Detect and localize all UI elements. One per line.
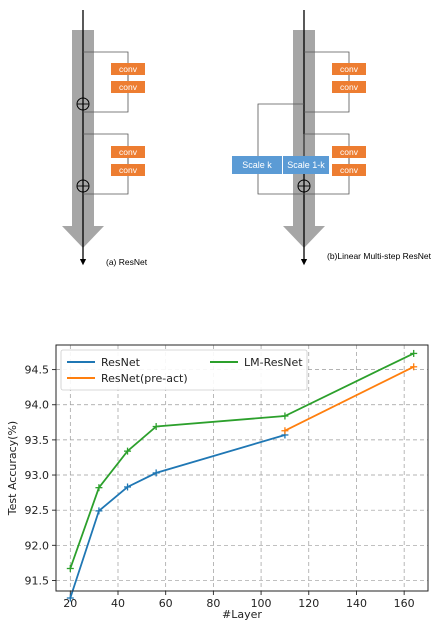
y-tick-label: 92.5 — [25, 504, 50, 517]
series — [66, 349, 418, 602]
data-point-resnet-pre-act — [281, 427, 289, 435]
y-tick-label: 94.5 — [25, 364, 50, 377]
scale-1k-label: Scale 1-k — [287, 160, 325, 170]
x-tick-label: 20 — [63, 597, 77, 610]
legend-label-resnet: ResNet — [101, 356, 141, 369]
x-tick-label: 100 — [251, 597, 272, 610]
legend-box — [60, 349, 308, 391]
data-point-resnet-pre-act — [410, 363, 418, 371]
x-tick-label: 80 — [206, 597, 220, 610]
data-point-lm-resnet — [410, 349, 418, 357]
conv-label: conv — [119, 165, 138, 175]
y-tick-label: 93.5 — [25, 434, 50, 447]
conv-label: conv — [119, 147, 138, 157]
data-point-resnet — [152, 469, 160, 477]
diagram-lm-resnet: conv conv conv conv Scale k Scale 1-k (b… — [232, 10, 432, 266]
diagram-resnet: conv conv conv conv (a) ResNet — [62, 10, 148, 267]
legend-label-lm-resnet: LM-ResNet — [244, 356, 303, 369]
y-tick-label: 92.0 — [25, 539, 50, 552]
x-tick-label: 140 — [346, 597, 367, 610]
caption-b: (b)Linear Multi-step ResNet — [327, 251, 432, 261]
data-point-resnet — [66, 594, 74, 602]
conv-label: conv — [340, 147, 359, 157]
x-tick-label: 40 — [111, 597, 125, 610]
scale-1k-box — [283, 156, 329, 174]
data-point-resnet — [95, 507, 103, 515]
conv-label: conv — [340, 165, 359, 175]
series-line-resnet-pre-act — [284, 365, 415, 432]
data-point-lm-resnet — [152, 423, 160, 431]
scale-k-connection — [257, 174, 304, 195]
data-point-lm-resnet — [124, 447, 132, 455]
x-tick-label: 160 — [394, 597, 415, 610]
legend: ResNet ResNet(pre-act) LM-ResNet — [60, 349, 308, 391]
conv-label: conv — [340, 82, 359, 92]
x-axis-title: #Layer — [222, 608, 262, 621]
x-tick-label: 60 — [159, 597, 173, 610]
conv-label: conv — [340, 64, 359, 74]
conv-box — [111, 63, 145, 75]
legend-label-resnet-preact: ResNet(pre-act) — [101, 372, 188, 385]
y-tick-label: 93.0 — [25, 469, 50, 482]
y-tick-label: 94.0 — [25, 399, 50, 412]
conv-box — [332, 81, 366, 93]
scale-k-label: Scale k — [242, 160, 272, 170]
series-line-lm-resnet — [69, 352, 415, 569]
y-tick-label: 91.5 — [25, 574, 50, 587]
x-tick-label: 120 — [298, 597, 319, 610]
conv-box — [111, 81, 145, 93]
conv-label: conv — [119, 82, 138, 92]
plot-frame — [55, 344, 429, 592]
conv-box — [332, 164, 366, 176]
ticks: 20 40 60 80 100 120 140 160 91.5 92.0 92.5 93.0 93.5… — [25, 364, 415, 610]
accuracy-chart: 20 40 60 80 100 120 140 160 91.5 92.0 92.5 93.0 93.5… — [6, 344, 429, 621]
scale-k-box — [232, 156, 282, 174]
conv-label: conv — [119, 64, 138, 74]
conv-box — [332, 146, 366, 158]
data-point-lm-resnet — [66, 565, 74, 573]
data-point-resnet — [124, 483, 132, 491]
conv-box — [111, 146, 145, 158]
data-point-lm-resnet — [95, 484, 103, 492]
y-axis-title: Test Accuracy(%) — [6, 421, 19, 516]
scale-k-connection — [257, 103, 304, 158]
caption-a: (a) ResNet — [106, 257, 148, 267]
conv-box — [332, 63, 366, 75]
data-point-lm-resnet — [281, 412, 289, 420]
conv-box — [111, 164, 145, 176]
